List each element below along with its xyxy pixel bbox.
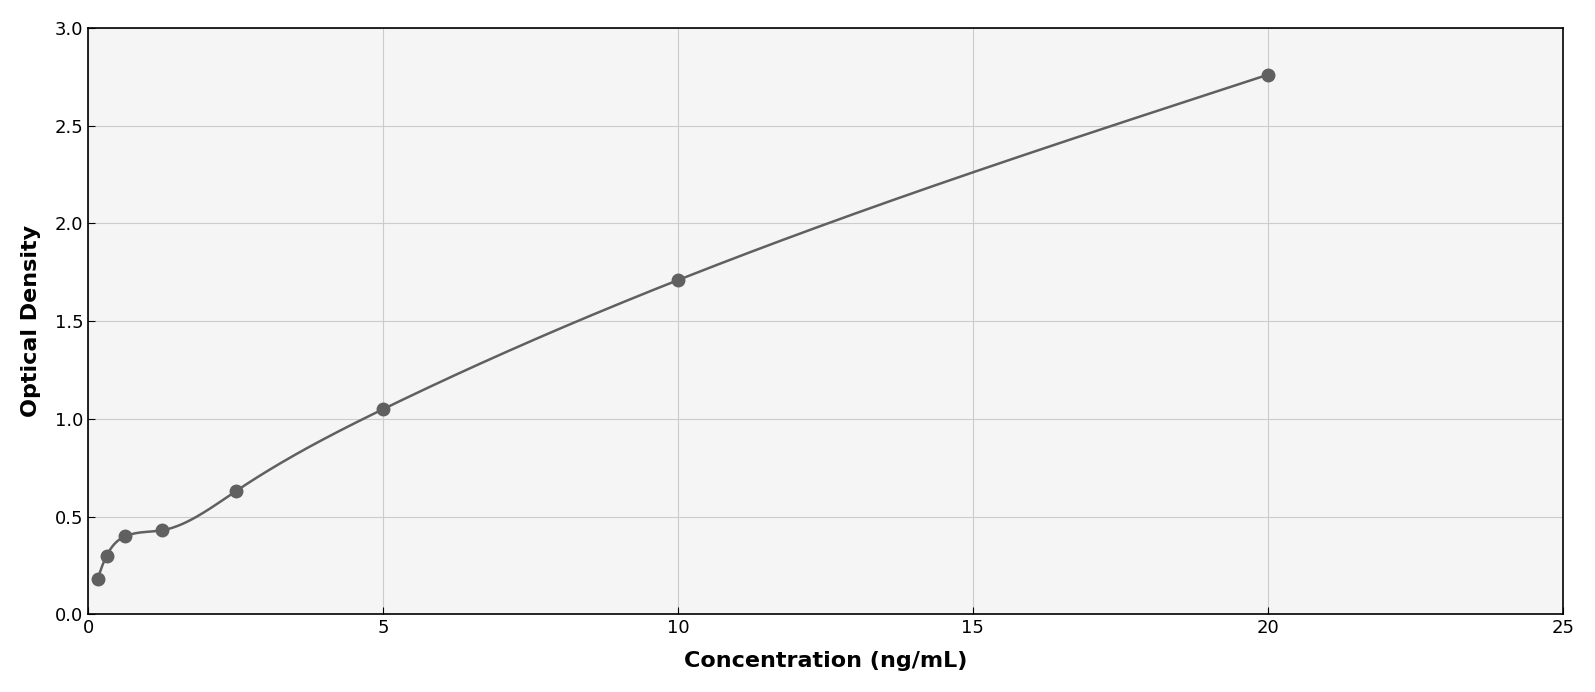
Point — [1255, 69, 1281, 80]
Point — [85, 574, 110, 585]
Point — [113, 531, 139, 542]
Point — [370, 403, 396, 415]
Y-axis label: Optical Density: Optical Density — [21, 225, 41, 417]
Point — [94, 550, 120, 561]
Point — [665, 275, 691, 286]
Point — [223, 486, 249, 497]
Point — [150, 525, 175, 536]
X-axis label: Concentration (ng/mL): Concentration (ng/mL) — [684, 651, 967, 671]
